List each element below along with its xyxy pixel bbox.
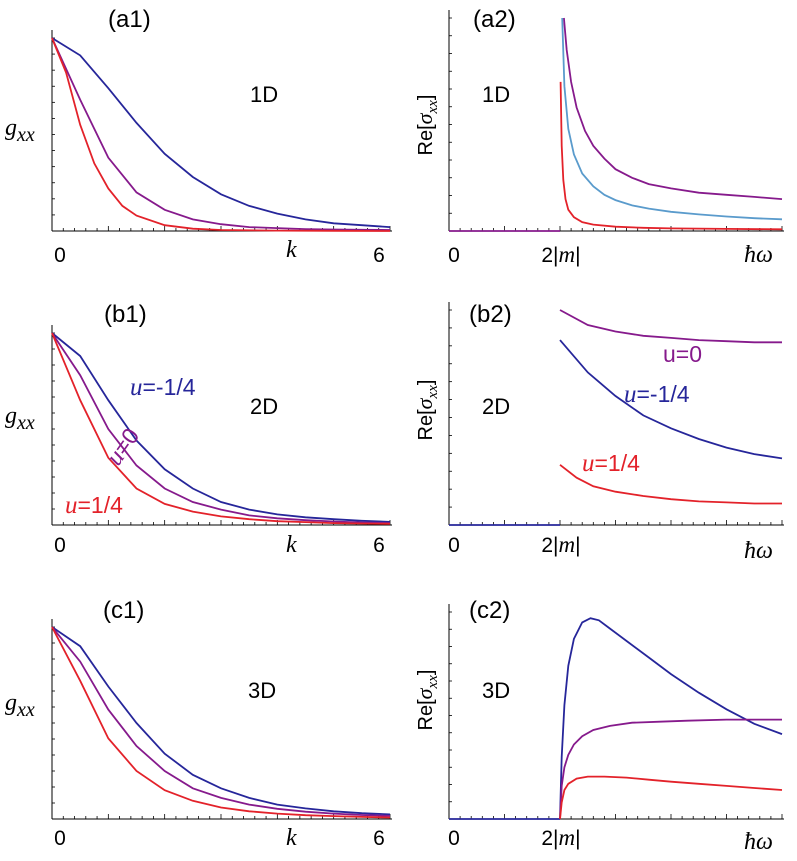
series-a2-lightblue [561,17,783,221]
series-c1-red [51,626,391,819]
series-a1-purple [51,37,391,231]
x-tick-label: 6 [373,244,385,267]
x-tick-label: 6 [373,534,385,557]
series-a1-blue [51,37,391,228]
series-b1-u=1/4 [51,332,391,525]
dimension-label: 3D [482,678,510,703]
panel-b1: (b1) 2D gxx k 0 6 u=-1/4 u=0 u=1/4 [5,301,392,558]
series-a2-purple [563,17,783,200]
series-b2-u=-1/4 [559,339,783,460]
dimension-label: 1D [482,82,510,107]
panel-label: (a2) [473,6,516,33]
curve-annotation: u=-1/4 [130,374,196,401]
series-c2-purple [559,718,782,820]
series-a1-red [51,37,391,232]
x-tick-label: 0 [54,244,66,267]
x-tick-label: 0 [448,244,460,267]
x-tick-label: 0 [448,827,460,850]
dimension-label: 1D [250,82,278,107]
curve-annotation: u=1/4 [582,450,640,477]
x-tick-label: 2|m| [541,825,580,850]
x-tick-label: 2|m| [541,532,580,557]
series-b2-u=0 [559,309,782,344]
x-axis-label: ħω [744,829,773,855]
series-c2-blue [559,617,783,820]
dimension-label: 3D [248,678,276,703]
panel-c2: (c2) 3D Re[σxx] ħω 0 2|m| [412,597,784,855]
curve-annotation: u=1/4 [65,492,123,519]
panel-label: (b1) [104,301,147,328]
series-b2-u=1/4 [559,464,782,505]
dimension-label: 2D [482,394,510,419]
series-c1-purple [51,626,391,817]
x-axis-label: k [286,237,297,263]
y-axis-label: Re[σxx] [412,95,441,156]
panel-b2: (b2) 2D Re[σxx] ħω 0 2|m| u=0 u=-1/4 u=1/4 [412,301,784,564]
panel-label: (a1) [108,6,151,33]
x-axis-label: k [286,532,297,558]
y-axis-label: Re[σxx] [412,670,441,731]
x-axis-label: ħω [744,242,773,268]
y-axis-label: gxx [5,115,35,146]
panel-a1: (a1) 1D gxx k 0 6 [5,6,392,267]
y-axis-label: Re[σxx] [412,380,441,441]
dimension-label: 2D [250,394,278,419]
x-axis-label: ħω [744,538,773,564]
panel-c1: (c1) 3D gxx k 0 6 [5,597,392,851]
series-c2-red [559,775,783,820]
x-tick-label: 0 [448,534,460,557]
x-tick-label: 2|m| [541,242,580,267]
panel-a2: (a2) 1D Re[σxx] ħω 0 2|m| [412,6,784,268]
y-axis-label: gxx [5,690,35,721]
curve-annotation: u=0 [663,341,702,367]
panel-label: (c2) [469,597,510,624]
x-tick-label: 6 [373,827,385,850]
curve-annotation: u=0 [101,423,145,470]
x-tick-label: 0 [54,827,66,850]
series-b1-u=0 [51,332,391,524]
series-c1-blue [51,626,391,816]
series-b1-u=-1/4 [51,332,391,523]
x-tick-label: 0 [54,534,66,557]
panel-label: (b2) [469,301,512,328]
series-a2-red [559,81,783,231]
curve-annotation: u=-1/4 [624,381,690,408]
x-axis-label: k [286,825,297,851]
y-axis-label: gxx [5,403,35,434]
panel-label: (c1) [103,597,144,624]
